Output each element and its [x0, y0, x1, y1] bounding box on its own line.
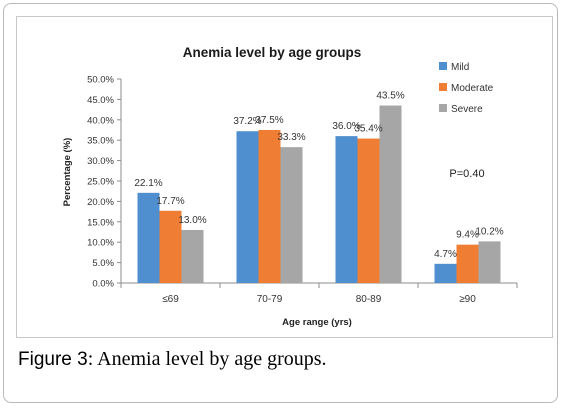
- data-label: 13.0%: [178, 215, 206, 226]
- legend-label: Moderate: [451, 83, 494, 94]
- legend-swatch: [439, 83, 447, 91]
- x-tick-label: 70-79: [257, 294, 283, 305]
- bar: [379, 105, 402, 284]
- bar: [357, 138, 380, 283]
- figure-caption: Figure 3: Anemia level by age groups.: [18, 348, 548, 371]
- y-axis: 0.0% 5.0% 10.0% 15.0% 20.0% 25.0% 30.0% 35.0% 40…: [87, 75, 122, 290]
- bar: [159, 210, 182, 283]
- data-labels: 22.1% 37.2% 36.0% 4.7% 17.7% 37.5% 35.4% 9.4% 13…: [134, 91, 503, 260]
- x-tick-label: ≤69: [162, 294, 179, 305]
- y-tick-label: 20.0%: [87, 197, 114, 208]
- x-axis: ≤69 70-79 80-89 ≥90: [120, 282, 518, 305]
- bar: [335, 136, 358, 283]
- x-tick-label: 80-89: [356, 294, 382, 305]
- data-label: 9.4%: [456, 230, 479, 241]
- figure-frame: Anemia level by age groups 0.0% 5.0% 10.0%…: [3, 3, 558, 403]
- data-label: 35.4%: [354, 124, 382, 135]
- y-tick-label: 0.0%: [92, 279, 114, 290]
- legend-swatch: [439, 104, 447, 112]
- legend-label: Mild: [451, 62, 469, 73]
- p-value-annotation: P=0.40: [449, 168, 484, 180]
- bar: [434, 263, 457, 283]
- legend-label: Severe: [451, 104, 483, 115]
- legend-swatch: [439, 62, 447, 70]
- data-label: 36.0%: [332, 121, 360, 132]
- y-tick-label: 45.0%: [87, 95, 114, 106]
- legend: Mild Moderate Severe: [439, 62, 494, 115]
- figure-number: Figure 3: [18, 349, 88, 370]
- data-label: 37.5%: [255, 115, 283, 126]
- bar: [478, 241, 501, 283]
- data-label: 4.7%: [434, 249, 457, 260]
- y-tick-label: 15.0%: [87, 217, 114, 228]
- y-tick-label: 10.0%: [87, 238, 114, 249]
- y-tick-label: 40.0%: [87, 115, 114, 126]
- caption-text: : Anemia level by age groups.: [87, 348, 327, 370]
- data-label: 43.5%: [376, 91, 404, 102]
- data-label: 17.7%: [156, 196, 184, 207]
- y-tick-label: 5.0%: [92, 258, 114, 269]
- bar: [280, 147, 303, 283]
- y-tick-label: 35.0%: [87, 136, 114, 147]
- bar: [236, 131, 259, 283]
- y-tick-label: 50.0%: [87, 75, 114, 86]
- y-tick-label: 25.0%: [87, 177, 114, 188]
- data-label: 22.1%: [134, 178, 162, 189]
- bar: [137, 192, 160, 283]
- y-axis-label: Percentage (%): [62, 138, 73, 207]
- x-tick-label: ≥90: [459, 294, 476, 305]
- bar: [181, 229, 204, 283]
- y-tick-label: 30.0%: [87, 156, 114, 167]
- bars: [137, 105, 501, 284]
- data-label: 37.2%: [233, 116, 261, 127]
- bar-chart: Anemia level by age groups 0.0% 5.0% 10.0%…: [62, 45, 518, 328]
- data-label: 10.2%: [475, 226, 503, 237]
- bar: [456, 244, 479, 283]
- bar: [258, 130, 281, 283]
- data-label: 33.3%: [277, 132, 305, 143]
- chart-title: Anemia level by age groups: [183, 45, 362, 60]
- x-axis-label: Age range (yrs): [282, 317, 352, 328]
- chart-container: Anemia level by age groups 0.0% 5.0% 10.0%…: [16, 16, 553, 338]
